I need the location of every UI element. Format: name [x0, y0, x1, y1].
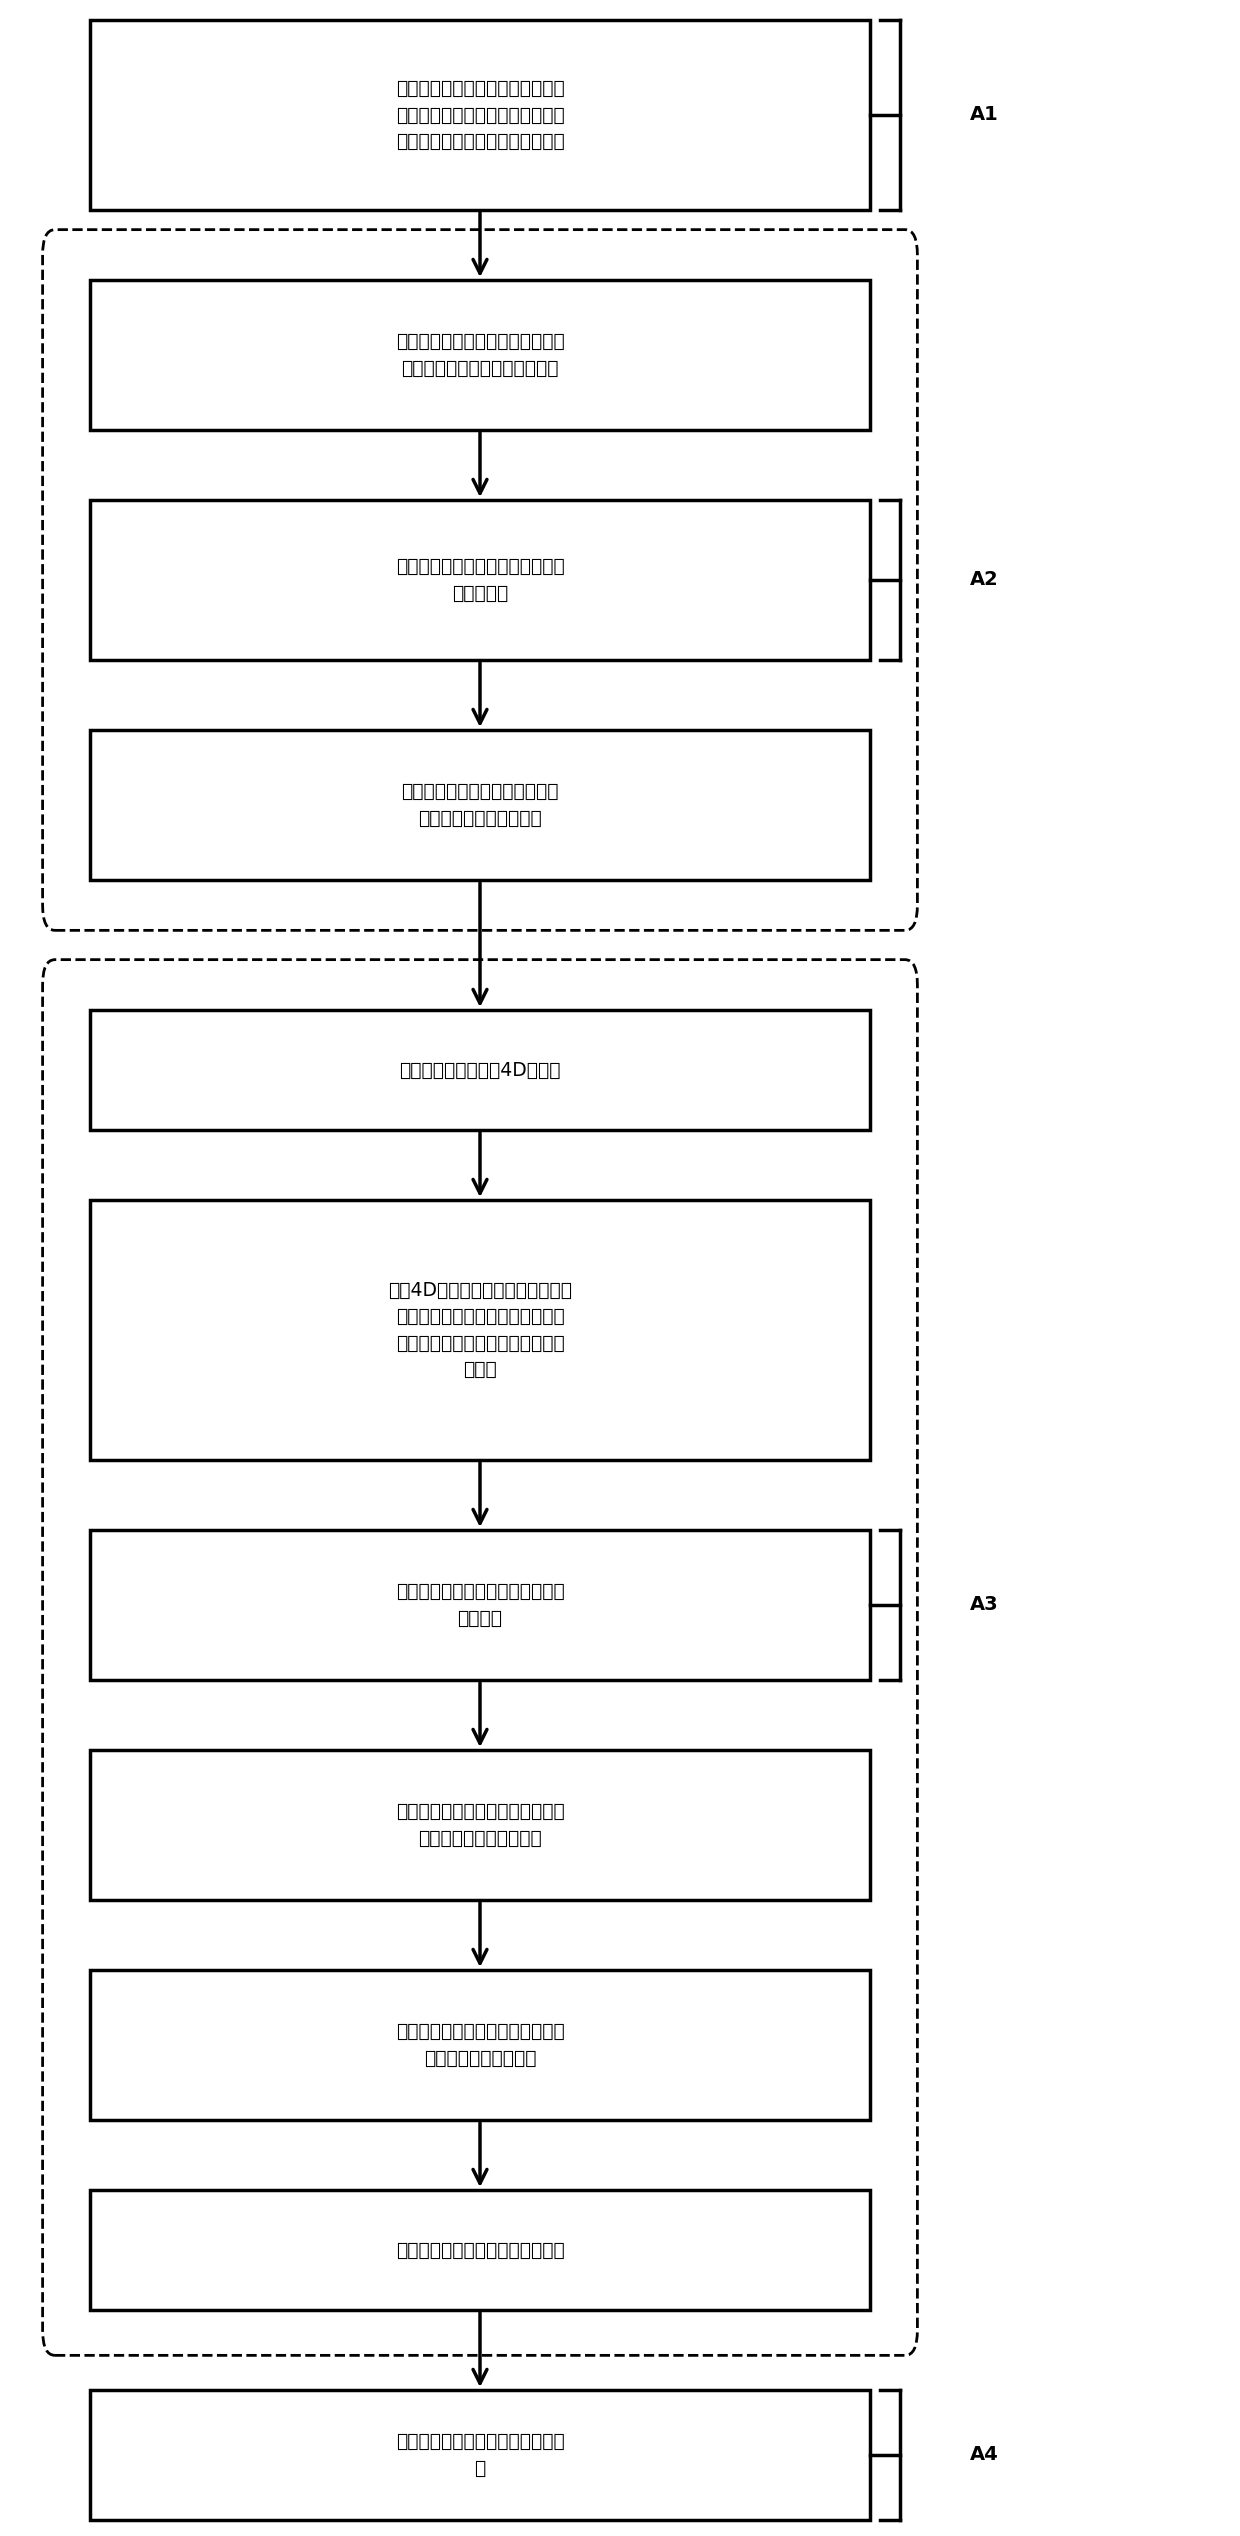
Text: 根据光场网格单应性矩阵映射光场: 根据光场网格单应性矩阵映射光场 [396, 2239, 564, 2260]
Bar [91, 2389, 870, 2521]
Bar [91, 2191, 870, 2310]
Text: A2: A2 [970, 571, 998, 588]
Bar [91, 279, 870, 431]
Text: A4: A4 [970, 2445, 998, 2465]
Text: 提取光场的子孔径图像的特征点，
对特征点进行匹配得到特征点对: 提取光场的子孔径图像的特征点， 对特征点进行匹配得到特征点对 [396, 332, 564, 378]
Text: 判断4D网格化后的每一个网格中是
否包含不同深度层，如果是，则按
深度层再次分割网络；否则继续下
一步骤: 判断4D网格化后的每一个网格中是 否包含不同深度层，如果是，则按 深度层再次分割… [388, 1281, 572, 1380]
Text: 将待拼接的光场进行4D网格化: 将待拼接的光场进行4D网格化 [399, 1060, 560, 1080]
Bar [91, 730, 870, 880]
Text: 基于深度的光场运动模型预测每个
网格的单应性变换矩阵: 基于深度的光场运动模型预测每个 网格的单应性变换矩阵 [396, 2021, 564, 2067]
Bar [91, 1009, 870, 1131]
Text: 根据特征点与网格中心点的深度和
位置关系，建立权值矩阵: 根据特征点与网格中心点的深度和 位置关系，建立权值矩阵 [396, 1803, 564, 1849]
Bar [91, 1970, 870, 2120]
Bar [91, 1529, 870, 1679]
Text: 对光场进行融合，得到光场拼接结
果: 对光场进行融合，得到光场拼接结 果 [396, 2432, 564, 2478]
Text: 输入待拼接的光场以及该光场的子
孔径图像，对光场的子孔径图像进
行光场深度估计得到光场的深度图: 输入待拼接的光场以及该光场的子 孔径图像，对光场的子孔径图像进 行光场深度估计得… [396, 79, 564, 152]
Text: A3: A3 [970, 1595, 998, 1615]
Bar [91, 20, 870, 210]
Text: 依据深度层次图对特征点分组，
在组内筛选匹配特征点对: 依据深度层次图对特征点分组， 在组内筛选匹配特征点对 [402, 781, 559, 827]
Bar [91, 1750, 870, 1899]
Text: 根据匹配特征点对预测全局单应性
变换矩阵: 根据匹配特征点对预测全局单应性 变换矩阵 [396, 1582, 564, 1628]
Bar [91, 1200, 870, 1461]
Text: 对深度图进行特征聚类得到光场的
深度层次图: 对深度图进行特征聚类得到光场的 深度层次图 [396, 558, 564, 604]
Bar [91, 500, 870, 659]
Text: A1: A1 [970, 107, 998, 124]
